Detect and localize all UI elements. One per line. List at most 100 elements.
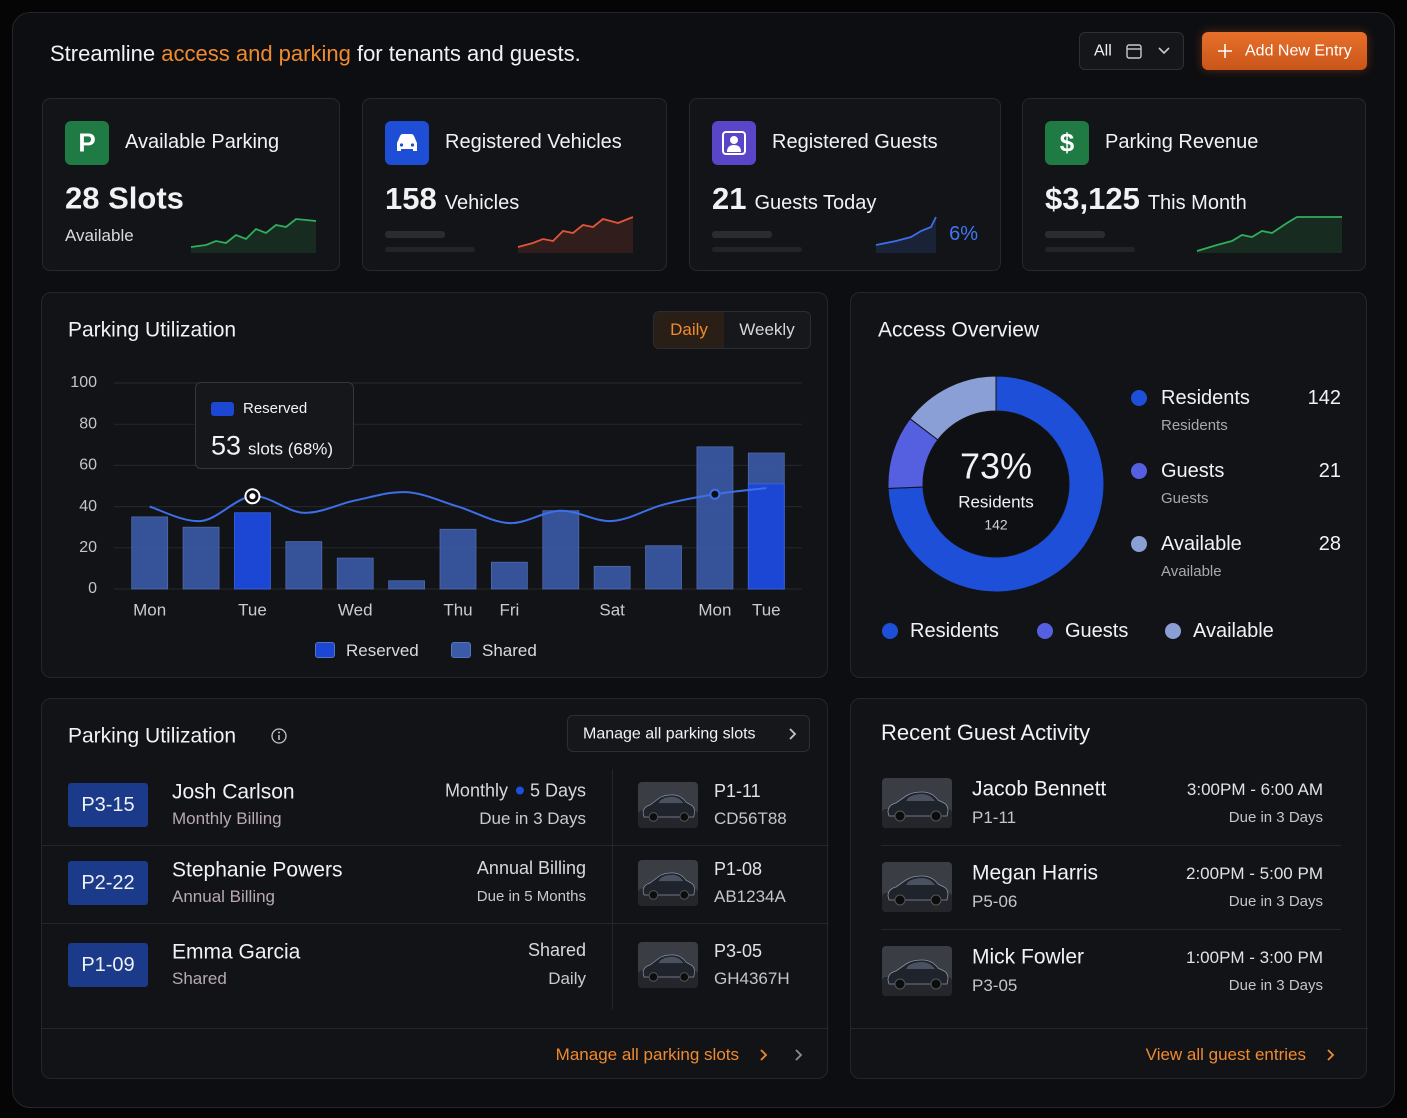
panel-title: Access Overview [878,318,1040,342]
tab-group: Daily Weekly [653,311,811,349]
bar [131,516,169,590]
tooltip-detail: slots (68%) [248,439,334,459]
guest-name: Megan Harris [972,861,1099,885]
legend-sublabel: Residents [1161,417,1228,434]
car-wheel [679,890,690,900]
legend-count: 28 [1318,533,1341,555]
y-tick-label: 80 [79,415,97,432]
add-entry-button[interactable]: Add New Entry [1202,32,1367,70]
row-divider [881,845,1341,846]
legend-dot [1131,390,1147,406]
slot-badge: P2-22 [68,861,148,905]
legend-name: Guests [1161,460,1225,482]
stat-value: 158 [385,181,437,216]
sparkline [875,216,937,253]
chevron-right [760,1049,768,1061]
y-tick-label: 20 [79,539,97,556]
legend-dot [1131,536,1147,552]
bar [182,526,220,590]
utilization-panel: Parking Utilization Daily Weekly 0 20 40 60 80 1… [41,292,828,678]
bar-chart: 0 20 40 60 80 100 Mon Tue Wed Thu Fri Sat Mon Tue [70,374,802,619]
footer-link[interactable]: Manage all parking slots [555,1044,739,1064]
tab-label[interactable]: Weekly [739,319,795,339]
stat-card: $ Parking Revenue $3,125 This Month [1022,98,1366,271]
stat-icon [712,121,756,165]
filter-dropdown[interactable]: All [1079,32,1184,70]
column-divider [612,769,613,1009]
car-body [887,875,949,901]
stat-card: P Available Parking 28 Slots Available [42,98,340,271]
y-tick-label: 40 [79,498,97,515]
bar [696,446,734,590]
car-wheel [894,894,906,906]
legend-label: Residents [910,620,999,642]
x-tick-label: Tue [752,600,781,619]
tab-label[interactable]: Daily [670,319,708,339]
billing-line: Monthly 5 Days [445,781,586,802]
donut-hole [924,412,1068,556]
stat-unit: Vehicles [444,192,520,214]
guest-slot: P1-11 [972,807,1017,827]
stat-icon: P [65,121,109,165]
placeholder-bar [385,247,475,252]
guest-time: 3:00PM - 6:00 AM [1186,779,1323,799]
tenant-plan: Annual Billing [172,886,276,906]
car-plate: GH4367H [714,968,790,988]
stat-icon-glyph: $ [1059,127,1075,158]
legend-swatch [451,642,471,658]
car-wheel [930,978,942,990]
chevron [1158,47,1170,55]
guest-slot: P3-05 [972,975,1018,995]
legend-dot [1131,463,1147,479]
sparkline-line [875,216,937,246]
guest-time: 1:00PM - 3:00 PM [1185,947,1323,967]
legend-count: 142 [1307,387,1341,409]
bar [336,557,374,590]
stat-value: $3,125 [1045,181,1140,216]
billing-type: Shared [527,940,586,961]
legend-sublabel: Available [1161,563,1222,580]
manage-link-button[interactable]: Manage all parking slots [567,715,810,752]
car-light [410,143,415,147]
car-window [658,874,684,882]
legend-dot [1037,623,1053,639]
car-plate: CD56T88 [714,808,787,828]
x-tick-label: Fri [499,600,519,619]
footer-link[interactable]: View all guest entries [1145,1044,1306,1064]
donut-segment [909,375,997,441]
stat-icon [385,121,429,165]
tenant-name: Stephanie Powers [172,858,343,882]
tooltip-value: 53 [211,430,242,461]
bar [593,565,631,590]
sparkline-area [876,217,936,253]
tenant-plan: Monthly Billing [172,808,282,828]
link-label[interactable]: Manage all parking slots [583,725,756,743]
calendar-body [1126,44,1142,59]
billing-due: Due in 5 Months [476,888,586,905]
y-tick-label: 0 [88,580,97,597]
tenant-name: Emma Garcia [172,940,301,964]
sparkline [1196,216,1342,253]
placeholder-bar [1045,231,1105,238]
chevron-down [1158,47,1170,55]
stat-unit: Guests Today [754,192,877,214]
billing-type: Monthly [444,780,508,801]
car-window [906,962,935,969]
bar [234,512,271,590]
info-ring [271,728,287,744]
billing-due: Due in 3 Days [479,808,586,828]
tenant-name: Josh Carlson [172,780,295,804]
tab[interactable]: Weekly [724,312,810,348]
car-body [642,954,695,978]
calendar-icon [1126,44,1142,59]
stat-title: Parking Revenue [1105,131,1259,153]
sparkline-area [191,219,316,253]
tab[interactable]: Daily [654,312,724,348]
person-head [730,136,738,144]
stat-value-line: $3,125 This Month [1045,181,1247,217]
sparkline-area [518,217,633,253]
car-window [658,956,684,964]
stat-card: Registered Guests 21 Guests Today 6% [689,98,1001,271]
tooltip: Reserved 53 slots (68%) [195,382,354,469]
donut-center-label: Residents [958,492,1034,511]
